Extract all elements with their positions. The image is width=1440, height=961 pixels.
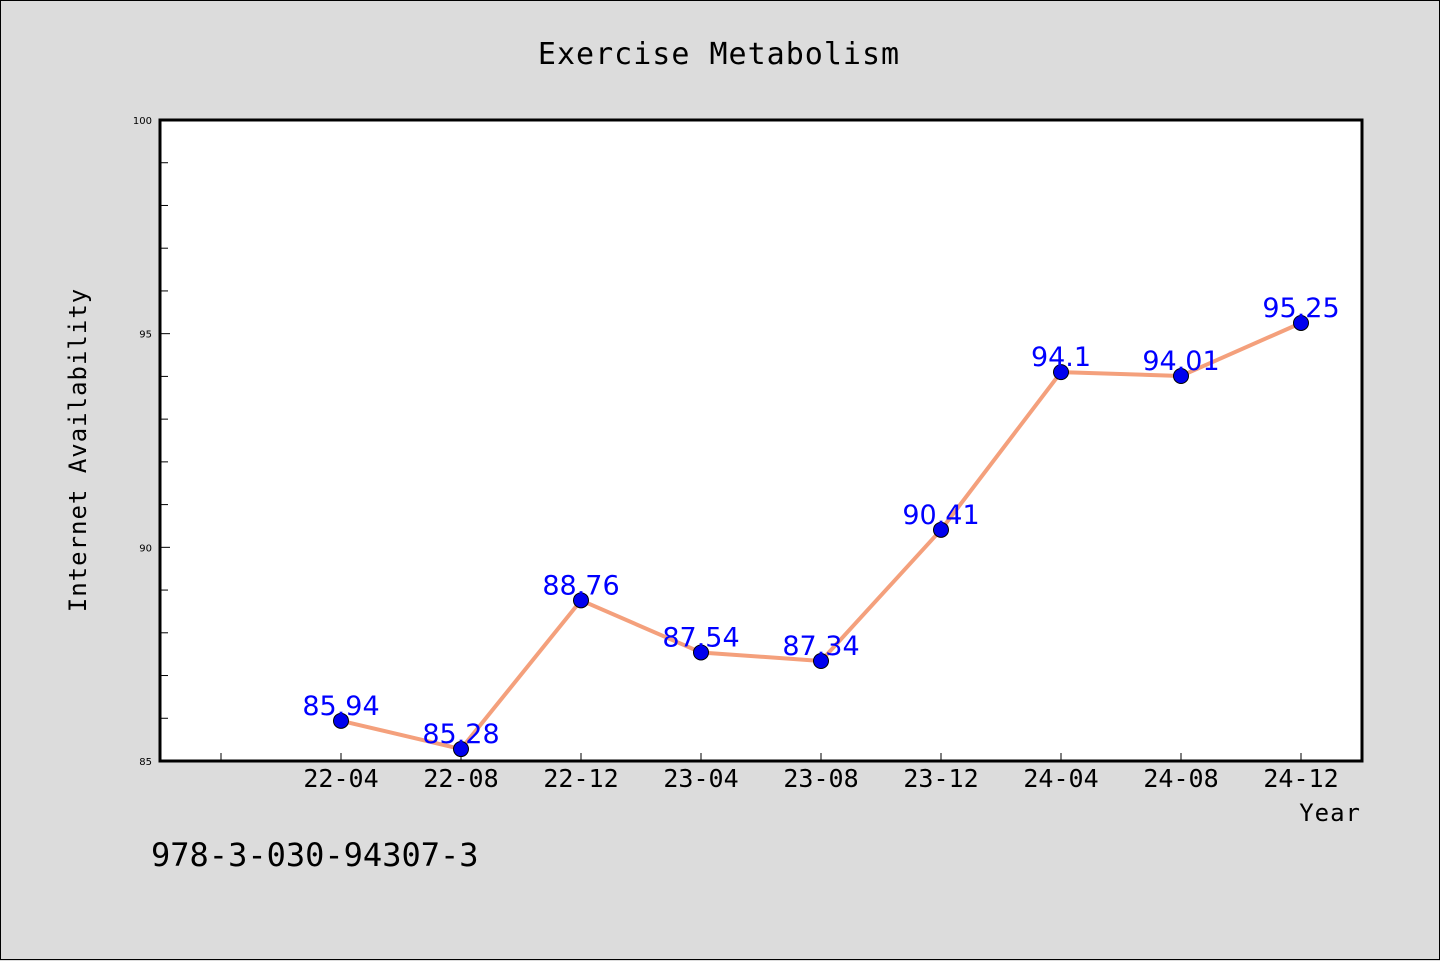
y-tick-label: 95: [139, 330, 152, 341]
data-point: [1293, 314, 1309, 331]
y-axis: 85 90 95 100: [133, 116, 170, 768]
data-label: 88.76: [542, 570, 619, 601]
data-point: [693, 644, 709, 661]
x-tick-label: 22-08: [423, 764, 498, 793]
data-label: 95.25: [1262, 293, 1339, 324]
y-tick-label: 100: [133, 116, 152, 127]
data-point: [1053, 364, 1069, 381]
data-labels-group: 85.94 85.28 88.76 87.54 87.34 90.41 94.1 94.01 9…: [302, 293, 1339, 750]
data-label: 85.94: [302, 691, 379, 722]
x-tick-label: 23-08: [783, 764, 858, 793]
x-tick-label: 23-04: [663, 764, 738, 793]
y-axis-label: Internet Availability: [64, 288, 92, 612]
data-point: [573, 592, 589, 609]
chart-title: Exercise Metabolism: [538, 37, 900, 72]
data-label: 85.28: [422, 719, 499, 750]
y-tick-label: 90: [139, 543, 152, 554]
data-label: 90.41: [902, 500, 979, 531]
markers-group: [333, 314, 1309, 758]
data-point: [453, 741, 469, 758]
x-axis-label: Year: [1299, 799, 1361, 827]
data-label: 94.1: [1031, 342, 1091, 373]
x-tick-label: 22-04: [303, 764, 378, 793]
x-tick-label: 24-12: [1263, 764, 1338, 793]
y-tick-label: 85: [139, 757, 152, 768]
data-label: 94.01: [1142, 346, 1219, 377]
data-label: 87.34: [782, 631, 859, 662]
data-point: [333, 712, 349, 729]
data-point: [933, 521, 949, 538]
data-point: [813, 653, 829, 670]
x-tick-label: 24-08: [1143, 764, 1218, 793]
x-tick-label: 24-04: [1023, 764, 1098, 793]
x-axis: 22-04 22-08 22-12 23-04 23-08 23-12 24-04 24-08…: [220, 753, 1339, 793]
isbn-text: 978-3-030-94307-3: [151, 836, 479, 874]
data-label: 87.54: [662, 622, 739, 653]
plot-area: [158, 118, 1364, 763]
x-tick-label: 22-12: [543, 764, 618, 793]
x-tick-label: 23-12: [903, 764, 978, 793]
data-point: [1173, 367, 1189, 384]
